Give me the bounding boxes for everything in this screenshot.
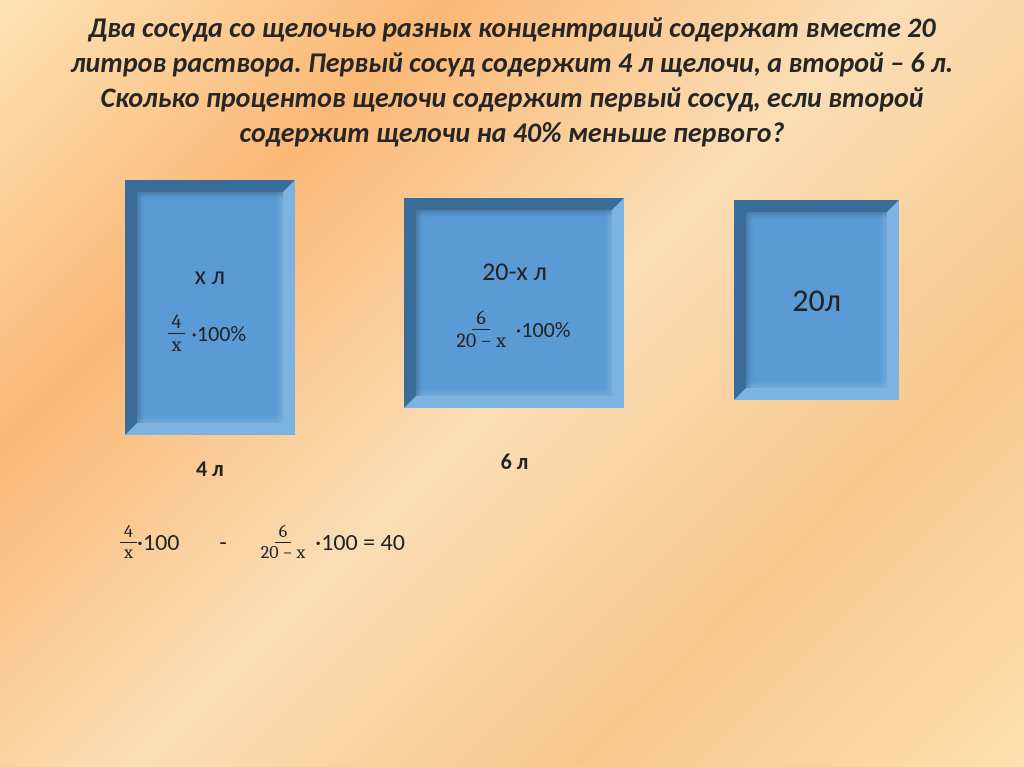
equation-row: 4 x ·100 - 6 20 − x ·100 = 40 [120,522,1024,563]
vessel2-mult: ·100% [516,316,571,343]
eq-left-num: 4 [120,522,137,543]
vessel1-frac-num: 4 [168,311,186,334]
vessel2-frac-num: 6 [472,307,489,330]
vessel2-fraction: 6 20 − x [452,307,509,352]
vessel2: 20-х л 6 20 − x ·100% [404,198,624,408]
vessel2-frac-den: 20 − x [452,330,509,352]
vessel1-mult: ·100% [191,320,246,347]
eq-right-mult: ·100 = 40 [315,528,405,557]
vessel1-formula: 4 x ·100% [168,311,253,356]
vessel1-fraction: 4 x [168,311,186,356]
vessel1-group: х л 4 x ·100% 4 л [125,180,295,482]
vessel3-label: 20л [792,281,841,320]
eq-left-mult: ·100 [137,528,180,557]
vessel1-top-label: х л [195,259,225,291]
vessel3-group: 20л [734,180,899,400]
eq-left-fraction: 4 x [120,522,137,563]
vessel2-group: 20-х л 6 20 − x ·100% 6 л [404,180,624,475]
vessel1: х л 4 x ·100% [125,180,295,435]
vessel2-top-label: 20-х л [482,255,547,287]
vessels-row: х л 4 x ·100% 4 л 20-х л 6 20 − x ·100% … [0,180,1024,482]
eq-right-num: 6 [275,522,291,543]
vessel1-caption: 4 л [196,455,224,482]
eq-minus: - [219,528,226,557]
eq-right-fraction: 6 20 − x [257,522,309,563]
eq-left-den: x [120,543,137,563]
vessel2-formula: 6 20 − x ·100% [452,307,576,352]
vessel3: 20л [734,200,899,400]
vessel1-frac-den: x [168,334,186,356]
problem-title: Два сосуда со щелочью разных концентраци… [0,0,1024,150]
eq-right-den: 20 − x [257,543,309,563]
vessel2-caption: 6 л [501,448,529,475]
